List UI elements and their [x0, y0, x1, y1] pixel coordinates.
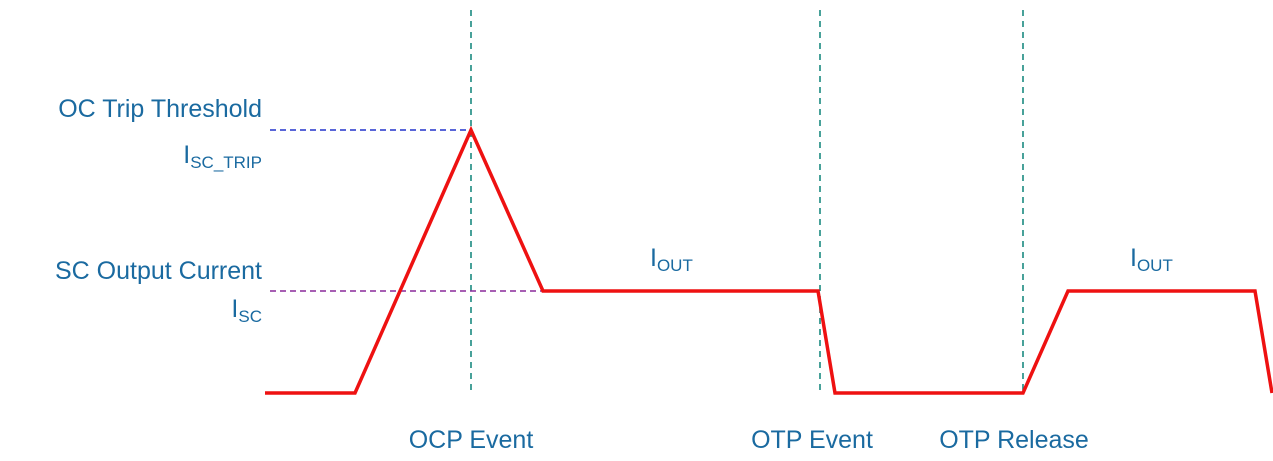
sc-output-current-label: SC Output Current [55, 257, 262, 285]
otp-release-label: OTP Release [939, 426, 1089, 454]
event-lines [470, 10, 1024, 395]
iout-label: IOUT [650, 244, 693, 275]
oc-trip-threshold-label: OC Trip Threshold [58, 95, 262, 123]
otp-event-label: OTP Event [751, 426, 873, 454]
isc-label: ISC [231, 295, 262, 326]
iout-label: IOUT [1130, 244, 1173, 275]
current-waveform [265, 125, 1273, 395]
isc-trip-label: ISC_TRIP [183, 141, 262, 172]
ocp-event-label: OCP Event [409, 426, 534, 454]
